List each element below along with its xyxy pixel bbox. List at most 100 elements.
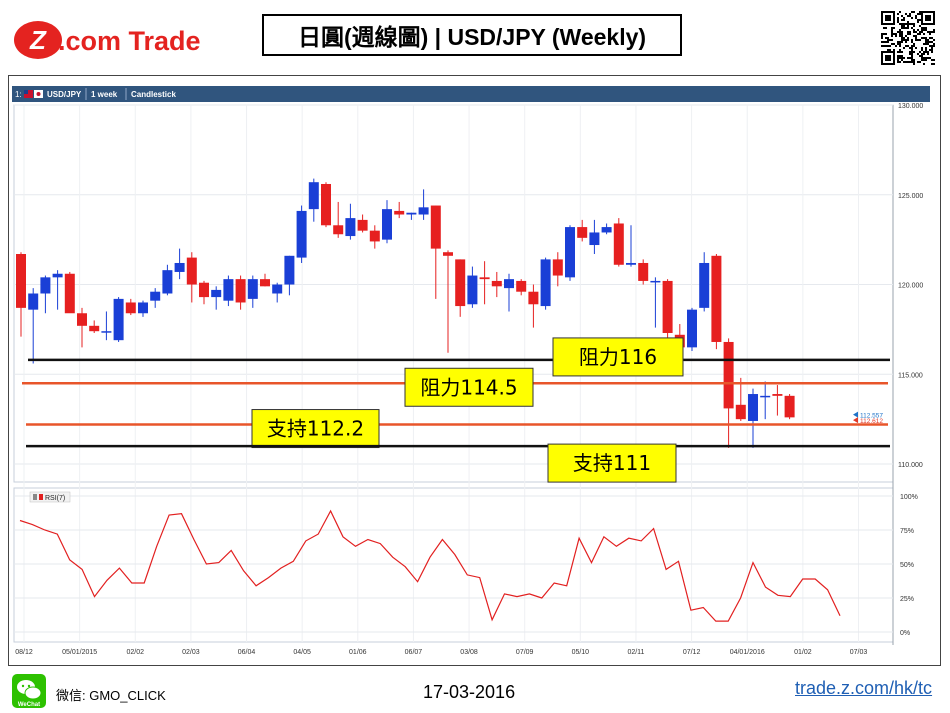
qr-module: [907, 45, 909, 47]
candle-body: [406, 212, 417, 215]
qr-module: [901, 35, 903, 37]
qr-module: [909, 61, 911, 63]
qr-module: [925, 49, 927, 51]
rsi-tick-label: 50%: [900, 562, 914, 569]
level-label: 支持111: [573, 451, 651, 475]
qr-module: [899, 33, 901, 35]
qr-module: [903, 39, 905, 41]
candle-body: [760, 395, 771, 398]
price-panel: [13, 104, 894, 483]
qr-module: [929, 37, 931, 39]
candle-body: [296, 210, 307, 258]
qr-module: [923, 29, 925, 31]
qr-module: [925, 43, 927, 45]
candle-body: [394, 210, 405, 215]
qr-module: [931, 49, 933, 51]
qr-module: [907, 27, 909, 29]
qr-module: [929, 57, 931, 59]
qr-module: [927, 51, 929, 53]
x-tick-label: 02/11: [627, 649, 644, 656]
qr-module: [919, 55, 921, 57]
qr-module: [911, 17, 913, 19]
qr-module: [907, 57, 909, 59]
level-label: 阻力116: [579, 345, 657, 369]
logo-letter: Z: [29, 25, 47, 55]
rsi-settings-icon[interactable]: [33, 494, 37, 500]
qr-module: [931, 63, 933, 65]
website-link[interactable]: trade.z.com/hk/tc: [795, 678, 933, 698]
level-label: 支持112.2: [267, 417, 364, 441]
qr-module: [925, 41, 927, 43]
qr-module: [915, 47, 917, 49]
page-title-box: 日圓(週線圖) | USD/JPY (Weekly): [262, 14, 682, 56]
qr-module: [911, 45, 913, 47]
candle-body: [699, 262, 710, 308]
qr-module: [901, 15, 903, 17]
qr-module: [885, 45, 887, 47]
qr-module: [927, 31, 929, 33]
qr-module: [917, 61, 919, 63]
level-label: 阻力114.5: [420, 375, 517, 399]
rsi-tick-label: 100%: [900, 494, 918, 501]
qr-module: [927, 53, 929, 55]
rsi-tick-label: 75%: [900, 528, 914, 535]
qr-module: [925, 57, 927, 59]
toolbar-period[interactable]: 1 week: [91, 90, 118, 99]
qr-module: [911, 51, 913, 53]
qr-module: [919, 25, 921, 27]
qr-module: [881, 35, 883, 37]
candle-body: [333, 225, 344, 235]
qr-module: [915, 31, 917, 33]
candle-body: [687, 309, 697, 348]
qr-module: [905, 61, 907, 63]
qr-module: [911, 61, 913, 63]
toolbar-style[interactable]: Candlestick: [131, 90, 176, 99]
qr-module: [899, 51, 901, 53]
qr-module: [901, 25, 903, 27]
x-tick-label: 04/05: [293, 649, 311, 656]
candle-body: [52, 273, 63, 278]
qr-module: [919, 13, 921, 15]
qr-module: [897, 21, 899, 23]
page-title: 日圓(週線圖) | USD/JPY (Weekly): [297, 24, 647, 50]
qr-module: [901, 55, 903, 57]
qr-module: [933, 39, 935, 41]
qr-module: [921, 53, 923, 55]
candle-body: [308, 182, 319, 210]
candle-body: [16, 254, 26, 308]
qr-module: [907, 33, 909, 35]
toolbar-index: 1:: [15, 90, 22, 99]
qr-module: [913, 29, 915, 31]
candle-body: [77, 313, 87, 326]
candle-body: [150, 291, 161, 301]
qr-module: [907, 25, 909, 27]
qr-module: [933, 45, 935, 47]
qr-module: [909, 57, 911, 59]
candle-body: [626, 262, 636, 265]
qr-module: [899, 29, 901, 31]
qr-module: [923, 63, 925, 65]
rsi-label: RSI(7): [45, 495, 65, 502]
qr-module: [899, 35, 901, 37]
candle-body: [711, 255, 722, 342]
qr-module: [903, 47, 905, 49]
qr-module: [903, 61, 905, 63]
qr-module: [897, 57, 899, 59]
qr-module: [931, 41, 933, 43]
qr-module: [885, 37, 887, 39]
toolbar-symbol[interactable]: USD/JPY: [47, 90, 82, 99]
qr-module: [931, 51, 933, 53]
qr-module: [885, 27, 887, 29]
x-tick-label: 07/09: [516, 649, 534, 656]
candle-body: [613, 223, 624, 265]
candle-body: [345, 218, 356, 237]
qr-finder: [885, 15, 891, 21]
candle-body: [211, 289, 222, 298]
x-tick-label: 06/07: [405, 649, 423, 656]
qr-module: [927, 39, 929, 41]
price-marker-arrow: [853, 417, 858, 424]
qr-module: [931, 45, 933, 47]
qr-module: [925, 29, 927, 31]
qr-module: [921, 37, 923, 39]
candle-body: [40, 277, 51, 294]
